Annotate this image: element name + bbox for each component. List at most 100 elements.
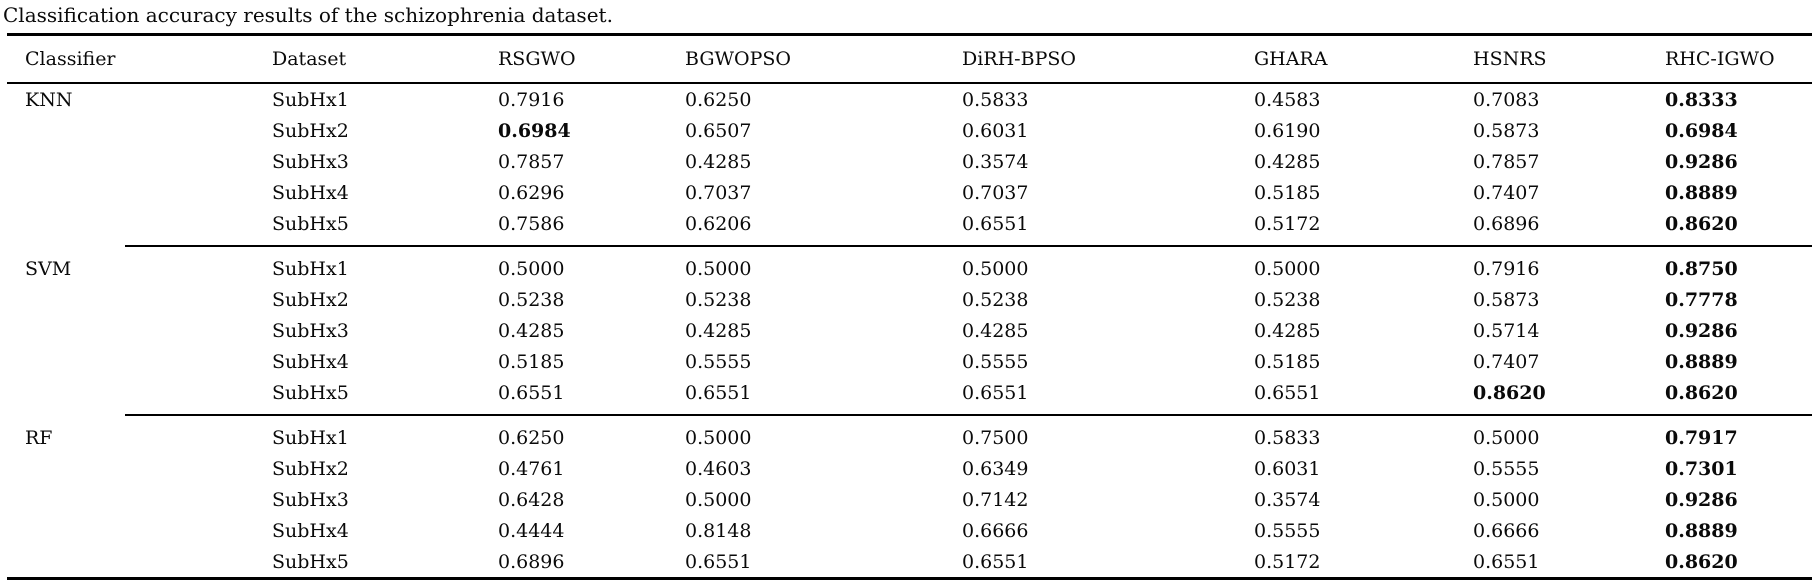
value-cell: 0.6206: [685, 212, 752, 235]
dataset-cell: SubHx3: [272, 150, 349, 173]
value-cell: 0.8148: [685, 519, 752, 542]
value-cell: 0.7407: [1473, 181, 1540, 204]
classifier-cell: KNN: [25, 88, 73, 111]
value-cell: 0.4444: [498, 519, 565, 542]
value-cell: 0.8620: [1665, 381, 1738, 404]
dataset-cell: SubHx2: [272, 119, 349, 142]
value-cell: 0.4583: [1254, 88, 1321, 111]
table-row: SubHx4 0.4444 0.8148 0.6666 0.5555 0.6666 0.88…: [0, 515, 1820, 546]
classifier-cell: RF: [25, 426, 53, 449]
value-cell: 0.7586: [498, 212, 565, 235]
dataset-cell: SubHx4: [272, 350, 349, 373]
value-cell: 0.9286: [1665, 488, 1738, 511]
dataset-cell: SubHx2: [272, 288, 349, 311]
value-cell: 0.5873: [1473, 288, 1540, 311]
value-cell: 0.8750: [1665, 257, 1738, 280]
value-cell: 0.5238: [962, 288, 1029, 311]
value-cell: 0.9286: [1665, 319, 1738, 342]
value-cell: 0.8889: [1665, 350, 1738, 373]
value-cell: 0.6349: [962, 457, 1029, 480]
value-cell: 0.6666: [1473, 519, 1540, 542]
value-cell: 0.7142: [962, 488, 1029, 511]
value-cell: 0.3574: [1254, 488, 1321, 511]
table-bottom-rule: [7, 577, 1812, 580]
value-cell: 0.6551: [498, 381, 565, 404]
value-cell: 0.5185: [1254, 181, 1321, 204]
value-cell: 0.5833: [1254, 426, 1321, 449]
value-cell: 0.5185: [1254, 350, 1321, 373]
value-cell: 0.7857: [1473, 150, 1540, 173]
value-cell: 0.6428: [498, 488, 565, 511]
value-cell: 0.4761: [498, 457, 565, 480]
value-cell: 0.6296: [498, 181, 565, 204]
table-row: KNN SubHx1 0.7916 0.6250 0.5833 0.4583 0.7083 0…: [0, 84, 1820, 115]
table-body: KNN SubHx1 0.7916 0.6250 0.5833 0.4583 0.7083 0…: [0, 84, 1820, 577]
value-cell: 0.5000: [962, 257, 1029, 280]
value-cell: 0.5000: [685, 257, 752, 280]
value-cell: 0.7407: [1473, 350, 1540, 373]
table-row: SubHx5 0.6551 0.6551 0.6551 0.6551 0.8620 0.86…: [0, 377, 1820, 408]
table-row: SubHx3 0.4285 0.4285 0.4285 0.4285 0.5714 0.92…: [0, 315, 1820, 346]
table-row: SubHx3 0.6428 0.5000 0.7142 0.3574 0.5000 0.92…: [0, 484, 1820, 515]
dataset-cell: SubHx3: [272, 319, 349, 342]
value-cell: 0.5873: [1473, 119, 1540, 142]
value-cell: 0.6031: [962, 119, 1029, 142]
value-cell: 0.5000: [1473, 426, 1540, 449]
value-cell: 0.4285: [962, 319, 1029, 342]
value-cell: 0.6551: [685, 550, 752, 573]
table-header-row: Classifier Dataset RSGWO BGWOPSO DiRH-BP…: [0, 36, 1820, 82]
value-cell: 0.4285: [685, 150, 752, 173]
value-cell: 0.5238: [685, 288, 752, 311]
value-cell: 0.6896: [1473, 212, 1540, 235]
table-row: SubHx2 0.5238 0.5238 0.5238 0.5238 0.5873 0.77…: [0, 284, 1820, 315]
dataset-cell: SubHx5: [272, 381, 349, 404]
column-header-rhc-igwo: RHC-IGWO: [1665, 48, 1775, 70]
value-cell: 0.4285: [498, 319, 565, 342]
table-row: SubHx5 0.6896 0.6551 0.6551 0.5172 0.6551 0.86…: [0, 546, 1820, 577]
value-cell: 0.6896: [498, 550, 565, 573]
value-cell: 0.6190: [1254, 119, 1321, 142]
value-cell: 0.7500: [962, 426, 1029, 449]
value-cell: 0.6984: [1665, 119, 1738, 142]
value-cell: 0.5555: [685, 350, 752, 373]
table-row: SubHx2 0.4761 0.4603 0.6349 0.6031 0.5555 0.73…: [0, 453, 1820, 484]
dataset-cell: SubHx1: [272, 257, 349, 280]
column-header-dirh-bpso: DiRH-BPSO: [962, 48, 1076, 70]
table-row: RF SubHx1 0.6250 0.5000 0.7500 0.5833 0.5000 0.…: [0, 422, 1820, 453]
value-cell: 0.5714: [1473, 319, 1540, 342]
column-header-dataset: Dataset: [272, 48, 347, 70]
value-cell: 0.6031: [1254, 457, 1321, 480]
value-cell: 0.7301: [1665, 457, 1738, 480]
value-cell: 0.6551: [1254, 381, 1321, 404]
value-cell: 0.8889: [1665, 519, 1738, 542]
group-divider: [125, 414, 1812, 416]
value-cell: 0.5833: [962, 88, 1029, 111]
table-row: SubHx4 0.6296 0.7037 0.7037 0.5185 0.7407 0.88…: [0, 177, 1820, 208]
value-cell: 0.5172: [1254, 550, 1321, 573]
table-row: SubHx3 0.7857 0.4285 0.3574 0.4285 0.7857 0.92…: [0, 146, 1820, 177]
value-cell: 0.6250: [685, 88, 752, 111]
table-row: SVM SubHx1 0.5000 0.5000 0.5000 0.5000 0.7916 0…: [0, 253, 1820, 284]
value-cell: 0.4285: [685, 319, 752, 342]
table-row: SubHx2 0.6984 0.6507 0.6031 0.6190 0.5873 0.69…: [0, 115, 1820, 146]
classifier-cell: SVM: [25, 257, 72, 280]
group-divider: [125, 245, 1812, 247]
dataset-cell: SubHx5: [272, 212, 349, 235]
dataset-cell: SubHx4: [272, 181, 349, 204]
value-cell: 0.5555: [1473, 457, 1540, 480]
value-cell: 0.5555: [1254, 519, 1321, 542]
dataset-cell: SubHx4: [272, 519, 349, 542]
value-cell: 0.5555: [962, 350, 1029, 373]
header-rule: [7, 82, 1812, 84]
value-cell: 0.9286: [1665, 150, 1738, 173]
dataset-cell: SubHx3: [272, 488, 349, 511]
value-cell: 0.7917: [1665, 426, 1738, 449]
value-cell: 0.5000: [685, 426, 752, 449]
column-header-classifier: Classifier: [25, 48, 116, 70]
value-cell: 0.8620: [1665, 550, 1738, 573]
value-cell: 0.5000: [498, 257, 565, 280]
value-cell: 0.8620: [1473, 381, 1546, 404]
value-cell: 0.5238: [1254, 288, 1321, 311]
value-cell: 0.4285: [1254, 150, 1321, 173]
